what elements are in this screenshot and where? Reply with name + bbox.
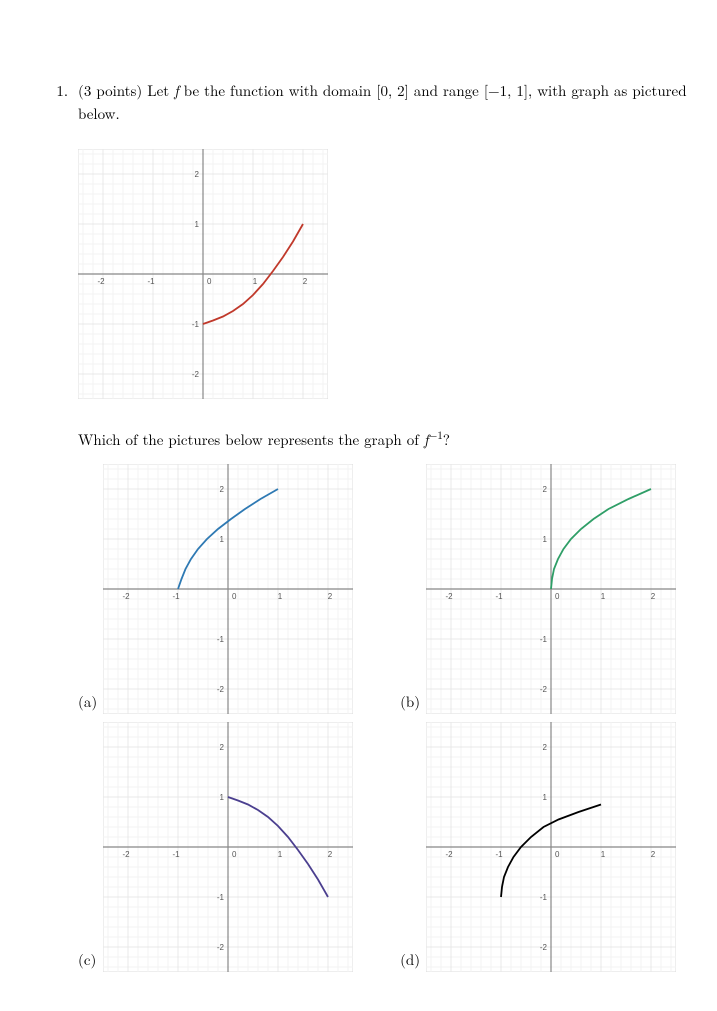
problem-body: (3 points) Let f be the function with do… <box>78 80 717 972</box>
subq-suffix: ? <box>443 429 450 450</box>
option-d-graph-wrap: -2 -2 -1 -1 0 1 1 2 2 <box>426 722 717 972</box>
svg-text:2: 2 <box>220 743 225 752</box>
option-a-graph-wrap: -2 -2 -1 -1 0 1 1 2 2 <box>103 464 394 714</box>
option-d-graph: -2 -2 -1 -1 0 1 1 2 2 <box>426 722 676 972</box>
option-c-graph: -2 -2 -1 -1 0 1 1 2 2 <box>103 722 353 972</box>
svg-text:2: 2 <box>195 170 200 179</box>
stem-suffix: , with graph as pictured <box>528 80 687 101</box>
option-c-graph-wrap: -2 -2 -1 -1 0 1 1 2 2 <box>103 722 394 972</box>
svg-text:0: 0 <box>555 592 560 601</box>
svg-text:1: 1 <box>253 277 258 286</box>
svg-text:-2: -2 <box>217 943 225 952</box>
svg-text:-1: -1 <box>540 635 548 644</box>
svg-text:-2: -2 <box>446 592 454 601</box>
stem-and: and range <box>409 80 484 101</box>
option-c-label: (c) <box>78 949 97 972</box>
svg-text:1: 1 <box>220 535 225 544</box>
svg-text:-2: -2 <box>97 277 105 286</box>
svg-text:-1: -1 <box>173 850 181 859</box>
svg-text:1: 1 <box>195 220 200 229</box>
option-d-label: (d) <box>400 949 420 972</box>
option-a-label: (a) <box>78 691 97 714</box>
svg-text:2: 2 <box>651 592 656 601</box>
svg-text:2: 2 <box>220 485 225 494</box>
problem: 1. (3 points) Let f be the function with… <box>50 80 717 972</box>
svg-text:-2: -2 <box>540 943 548 952</box>
svg-text:-2: -2 <box>123 592 131 601</box>
svg-text:-1: -1 <box>173 592 181 601</box>
stem-line2: below. <box>78 103 120 124</box>
svg-text:2: 2 <box>328 850 333 859</box>
subq-prefix: Which of the pictures below represents t… <box>78 429 424 450</box>
main-graph: -2 -2 -1 -1 0 1 1 2 2 <box>78 149 328 399</box>
svg-text:-2: -2 <box>540 685 548 694</box>
svg-text:-1: -1 <box>217 893 225 902</box>
svg-text:0: 0 <box>555 850 560 859</box>
svg-text:-1: -1 <box>217 635 225 644</box>
stem-mid: be the function with domain <box>179 80 377 101</box>
svg-text:2: 2 <box>303 277 308 286</box>
svg-text:-1: -1 <box>540 893 548 902</box>
problem-stem: (3 points) Let f be the function with do… <box>78 80 717 125</box>
svg-text:1: 1 <box>278 850 283 859</box>
svg-text:1: 1 <box>543 535 548 544</box>
range: [−1, 1] <box>484 80 528 101</box>
svg-text:0: 0 <box>232 592 237 601</box>
svg-text:1: 1 <box>601 592 606 601</box>
svg-text:1: 1 <box>543 793 548 802</box>
points-text: (3 points) <box>78 80 142 101</box>
option-b-label: (b) <box>400 691 420 714</box>
svg-text:2: 2 <box>543 743 548 752</box>
svg-text:1: 1 <box>278 592 283 601</box>
svg-text:-1: -1 <box>147 277 155 286</box>
svg-text:0: 0 <box>232 850 237 859</box>
option-b-graph: -2 -2 -1 -1 0 1 1 2 2 <box>426 464 676 714</box>
svg-text:-2: -2 <box>192 370 200 379</box>
domain: [0, 2] <box>376 80 409 101</box>
main-graph-container: -2 -2 -1 -1 0 1 1 2 2 <box>78 149 717 399</box>
svg-text:0: 0 <box>207 277 212 286</box>
stem-prefix: Let <box>147 80 174 101</box>
subq-exp: −1 <box>428 427 442 443</box>
sub-question: Which of the pictures below represents t… <box>78 427 717 450</box>
svg-text:-2: -2 <box>123 850 131 859</box>
svg-text:-1: -1 <box>496 592 504 601</box>
svg-text:2: 2 <box>328 592 333 601</box>
svg-text:1: 1 <box>601 850 606 859</box>
options-grid: (a) -2-2-1-101122 (b) -2-2-1-101122 (c) … <box>78 464 717 972</box>
svg-text:2: 2 <box>543 485 548 494</box>
svg-text:1: 1 <box>220 793 225 802</box>
problem-number: 1. <box>50 80 68 972</box>
svg-text:-1: -1 <box>496 850 504 859</box>
svg-text:-2: -2 <box>446 850 454 859</box>
svg-text:-2: -2 <box>217 685 225 694</box>
option-b-graph-wrap: -2 -2 -1 -1 0 1 1 2 2 <box>426 464 717 714</box>
option-a-graph: -2 -2 -1 -1 0 1 1 2 2 <box>103 464 353 714</box>
svg-text:2: 2 <box>651 850 656 859</box>
svg-text:-1: -1 <box>192 320 200 329</box>
